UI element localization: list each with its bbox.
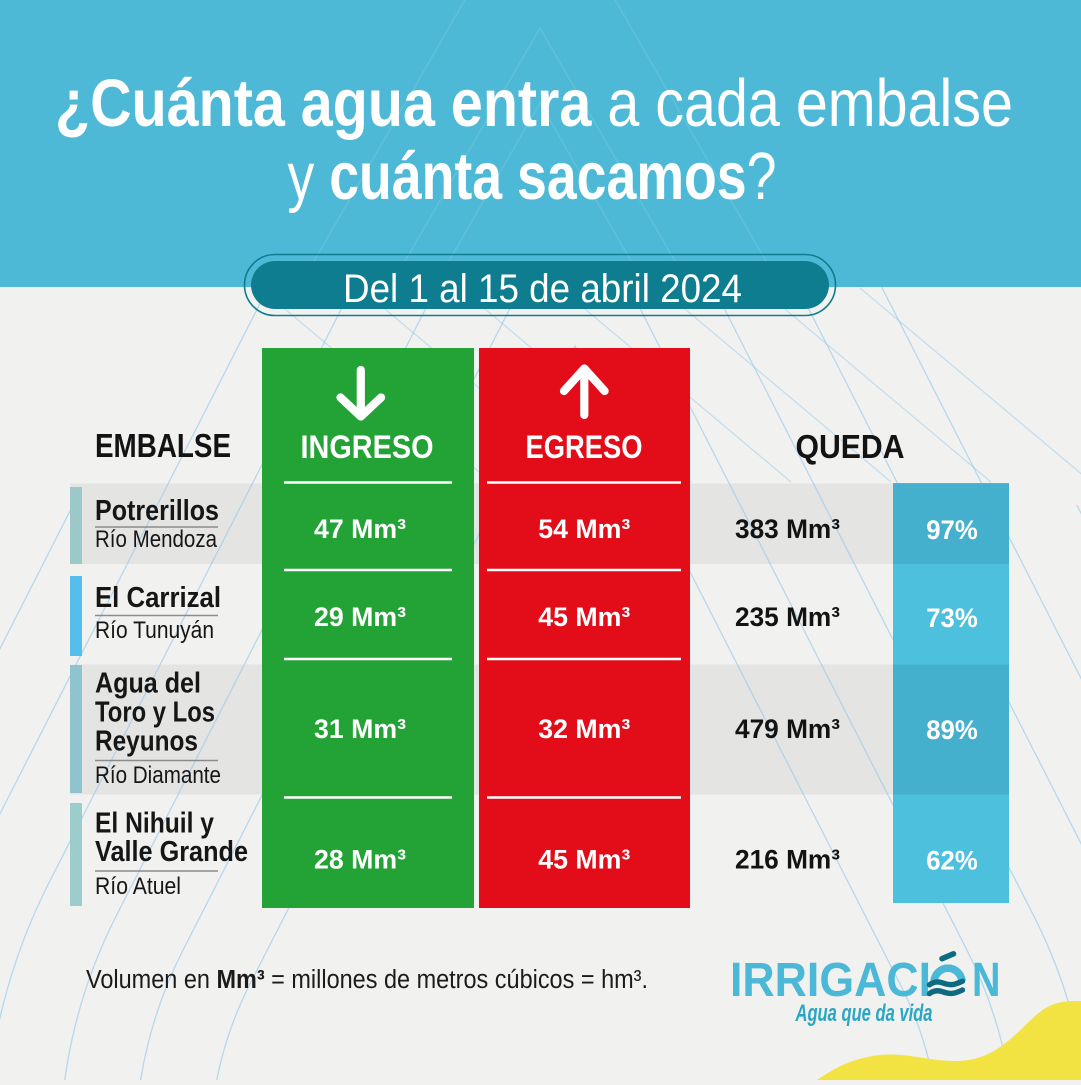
svg-text:El Carrizal: El Carrizal bbox=[95, 582, 221, 614]
svg-text:Toro y Los: Toro y Los bbox=[95, 697, 215, 729]
svg-text:Reyunos: Reyunos bbox=[95, 726, 198, 758]
svg-text:216 Mm³: 216 Mm³ bbox=[735, 845, 840, 875]
svg-text:62%: 62% bbox=[926, 846, 978, 876]
svg-text:¿Cuánta agua entra a cada emba: ¿Cuánta agua entra a cada embalse bbox=[55, 66, 1013, 141]
svg-text:235 Mm³: 235 Mm³ bbox=[735, 602, 840, 632]
svg-text:Valle Grande: Valle Grande bbox=[95, 836, 248, 868]
svg-text:Río Mendoza: Río Mendoza bbox=[95, 526, 217, 553]
svg-text:29 Mm³: 29 Mm³ bbox=[314, 602, 406, 632]
svg-text:73%: 73% bbox=[926, 603, 978, 633]
svg-text:Potrerillos: Potrerillos bbox=[95, 495, 219, 527]
svg-text:479 Mm³: 479 Mm³ bbox=[735, 714, 840, 744]
svg-text:Del 1 al 15 de abril 2024: Del 1 al 15 de abril 2024 bbox=[343, 267, 742, 311]
svg-text:32 Mm³: 32 Mm³ bbox=[538, 714, 630, 744]
svg-text:383 Mm³: 383 Mm³ bbox=[735, 514, 840, 544]
svg-text:QUEDA: QUEDA bbox=[796, 428, 905, 465]
svg-text:INGRESO: INGRESO bbox=[301, 429, 434, 465]
svg-text:Volumen en Mm³ = millones de m: Volumen en Mm³ = millones de metros cúbi… bbox=[86, 966, 648, 994]
svg-text:EMBALSE: EMBALSE bbox=[95, 427, 231, 464]
svg-text:45 Mm³: 45 Mm³ bbox=[538, 602, 630, 632]
svg-text:31 Mm³: 31 Mm³ bbox=[314, 714, 406, 744]
svg-text:89%: 89% bbox=[926, 715, 978, 745]
svg-text:45 Mm³: 45 Mm³ bbox=[538, 845, 630, 875]
svg-text:54 Mm³: 54 Mm³ bbox=[538, 514, 630, 544]
svg-text:Río Atuel: Río Atuel bbox=[95, 873, 181, 900]
svg-text:97%: 97% bbox=[926, 515, 978, 545]
svg-text:y cuánta sacamos?: y cuánta sacamos? bbox=[288, 139, 777, 214]
svg-text:47 Mm³: 47 Mm³ bbox=[314, 514, 406, 544]
svg-text:IRRIGACI: IRRIGACI bbox=[730, 954, 931, 1007]
svg-text:28 Mm³: 28 Mm³ bbox=[314, 845, 406, 875]
svg-text:Agua que da vida: Agua que da vida bbox=[795, 1000, 933, 1027]
svg-text:EGRESO: EGRESO bbox=[526, 429, 643, 465]
svg-text:El Nihuil y: El Nihuil y bbox=[95, 808, 214, 840]
svg-text:Río Tunuyán: Río Tunuyán bbox=[95, 617, 214, 644]
svg-text:Agua del: Agua del bbox=[95, 668, 201, 700]
svg-text:N: N bbox=[972, 954, 1001, 1007]
svg-text:Río Diamante: Río Diamante bbox=[95, 762, 221, 789]
